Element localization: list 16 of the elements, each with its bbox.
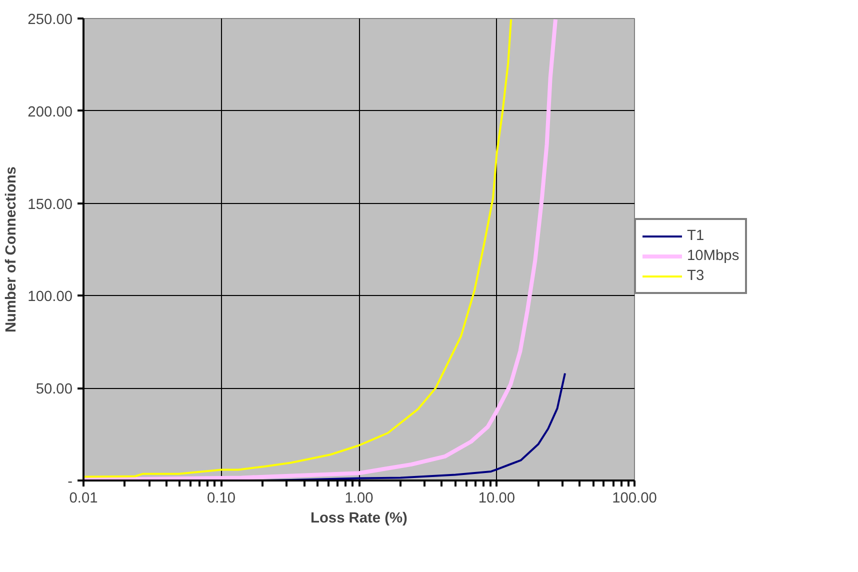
y-tick-label: 50.00 <box>36 382 73 398</box>
y-tick-label: 250.00 <box>28 12 72 28</box>
y-tick-label: 100.00 <box>28 289 72 306</box>
x-tick-label: 100.00 <box>612 490 657 506</box>
legend-label: 10Mbps <box>687 248 740 264</box>
y-axis-title: Number of Connections <box>4 166 20 333</box>
y-tick-label: - <box>68 474 73 490</box>
x-axis-title: Loss Rate (%) <box>310 510 408 526</box>
x-tick-label: 0.01 <box>69 490 98 506</box>
y-tick-label: 150.00 <box>28 196 72 213</box>
y-tick-label: 200.00 <box>28 104 72 120</box>
x-tick-label: 0.10 <box>206 490 236 506</box>
x-tick-label: 1.00 <box>344 490 374 506</box>
x-tick-label: 10.00 <box>478 490 516 506</box>
legend-label: T1 <box>687 228 706 244</box>
legend-label: T3 <box>687 268 706 284</box>
